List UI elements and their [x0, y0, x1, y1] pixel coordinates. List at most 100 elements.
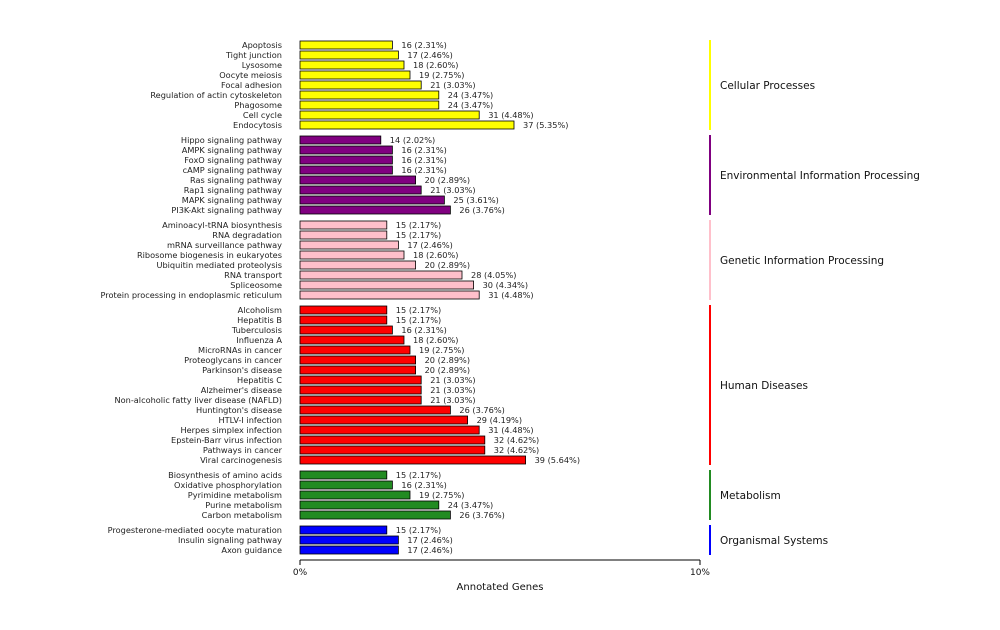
data-label: 21 (3.03%) [430, 395, 475, 405]
category-label: Aminoacyl-tRNA biosynthesis [162, 220, 282, 230]
bar [299, 395, 422, 405]
bar [299, 80, 422, 90]
bar [299, 135, 382, 145]
data-label: 24 (3.47%) [448, 100, 493, 110]
x-tick-label-0: 0% [293, 568, 308, 578]
data-label: 16 (2.31%) [401, 165, 446, 175]
bar [299, 240, 399, 250]
bar [299, 345, 411, 355]
bar [299, 445, 486, 455]
category-label: Pyrimidine metabolism [188, 490, 282, 500]
category-label: Alcoholism [238, 305, 282, 315]
category-label: Ras signaling pathway [190, 175, 282, 185]
data-label: 17 (2.46%) [407, 50, 452, 60]
category-label: Influenza A [236, 335, 282, 345]
data-label: 24 (3.47%) [448, 90, 493, 100]
group-label: Metabolism [720, 490, 781, 502]
data-label: 25 (3.61%) [453, 195, 498, 205]
bar [299, 490, 411, 500]
data-label: 16 (2.31%) [401, 480, 446, 490]
bar [299, 365, 416, 375]
category-label: mRNA surveillance pathway [167, 240, 282, 250]
data-label: 30 (4.34%) [483, 280, 528, 290]
bar [299, 70, 411, 80]
category-label: Tuberculosis [231, 325, 282, 335]
data-label: 37 (5.35%) [523, 120, 568, 130]
bar [299, 470, 388, 480]
category-label: Hepatitis B [237, 315, 282, 325]
category-label: PI3K-Akt signaling pathway [171, 205, 282, 215]
category-label: Epstein-Barr virus infection [171, 435, 282, 445]
data-label: 15 (2.17%) [396, 315, 441, 325]
data-label: 14 (2.02%) [390, 135, 435, 145]
data-label: 21 (3.03%) [430, 375, 475, 385]
category-label: Oxidative phosphorylation [174, 480, 282, 490]
category-label: Hepatitis C [237, 375, 282, 385]
data-label: 31 (4.48%) [488, 110, 533, 120]
bar [299, 205, 451, 215]
data-label: 32 (4.62%) [494, 435, 539, 445]
data-label: 17 (2.46%) [407, 240, 452, 250]
bar [299, 155, 393, 165]
category-label: Focal adhesion [221, 80, 282, 90]
data-label: 19 (2.75%) [419, 345, 464, 355]
category-label: Regulation of actin cytoskeleton [150, 90, 282, 100]
data-label: 26 (3.76%) [459, 205, 504, 215]
bar [299, 385, 422, 395]
group-label: Environmental Information Processing [720, 170, 920, 182]
category-label: Viral carcinogenesis [200, 455, 282, 465]
data-label: 28 (4.05%) [471, 270, 516, 280]
data-label: 15 (2.17%) [396, 525, 441, 535]
data-label: 16 (2.31%) [401, 325, 446, 335]
bar [299, 375, 422, 385]
category-label: MAPK signaling pathway [182, 195, 282, 205]
data-label: 20 (2.89%) [425, 355, 470, 365]
bar [299, 120, 515, 130]
bar [299, 525, 388, 535]
data-label: 15 (2.17%) [396, 230, 441, 240]
data-label: 18 (2.60%) [413, 60, 458, 70]
category-label: RNA transport [224, 270, 283, 280]
category-label: Ribosome biogenesis in eukaryotes [137, 250, 282, 260]
category-label: MicroRNAs in cancer [198, 345, 283, 355]
data-label: 15 (2.17%) [396, 470, 441, 480]
category-label: Huntington's disease [196, 405, 282, 415]
data-label: 31 (4.48%) [488, 425, 533, 435]
bar [299, 165, 393, 175]
data-label: 18 (2.60%) [413, 335, 458, 345]
bar [299, 405, 451, 415]
data-label: 19 (2.75%) [419, 70, 464, 80]
category-label: Lysosome [242, 60, 282, 70]
bar [299, 435, 486, 445]
category-label: Ubiquitin mediated proteolysis [156, 260, 282, 270]
group-label: Human Diseases [720, 380, 808, 392]
category-label: Pathways in cancer [203, 445, 283, 455]
bar [299, 230, 388, 240]
category-label: Protein processing in endoplasmic reticu… [101, 290, 282, 300]
group-label: Organismal Systems [720, 535, 828, 547]
bar [299, 305, 388, 315]
bar [299, 315, 388, 325]
category-label: Insulin signaling pathway [178, 535, 282, 545]
bar [299, 185, 422, 195]
bar [299, 260, 416, 270]
bar [299, 280, 475, 290]
data-label: 16 (2.31%) [401, 40, 446, 50]
data-label: 15 (2.17%) [396, 220, 441, 230]
bar [299, 195, 445, 205]
category-label: Rap1 signaling pathway [184, 185, 282, 195]
bar [299, 110, 480, 120]
category-label: cAMP signaling pathway [183, 165, 283, 175]
bar [299, 145, 393, 155]
data-label: 26 (3.76%) [459, 405, 504, 415]
bar [299, 535, 399, 545]
data-label: 16 (2.31%) [401, 145, 446, 155]
category-label: Endocytosis [233, 120, 282, 130]
data-label: 29 (4.19%) [477, 415, 522, 425]
data-label: 15 (2.17%) [396, 305, 441, 315]
data-label: 17 (2.46%) [407, 545, 452, 555]
data-label: 20 (2.89%) [425, 365, 470, 375]
data-label: 21 (3.03%) [430, 185, 475, 195]
category-label: Alzheimer's disease [201, 385, 282, 395]
